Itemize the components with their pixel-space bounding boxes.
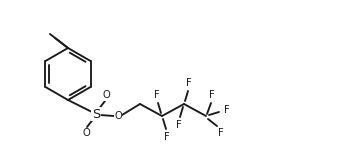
Text: F: F: [209, 90, 215, 100]
Text: F: F: [176, 120, 182, 130]
Text: F: F: [164, 132, 170, 142]
Text: O: O: [114, 111, 122, 121]
Text: F: F: [154, 90, 160, 100]
Text: S: S: [92, 108, 100, 121]
Text: F: F: [224, 105, 230, 115]
Text: F: F: [218, 128, 224, 138]
Text: O: O: [82, 128, 90, 138]
Text: F: F: [186, 78, 192, 88]
Text: O: O: [102, 90, 110, 100]
